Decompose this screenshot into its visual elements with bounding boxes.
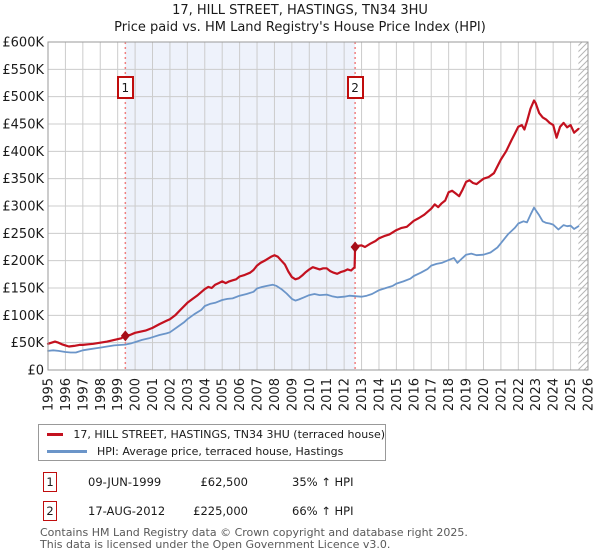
transaction-2-price: £225,000: [193, 504, 248, 518]
svg-text:2026: 2026: [582, 378, 597, 411]
transaction-2-marker: 2: [43, 501, 57, 521]
page-subtitle: Price paid vs. HM Land Registry's House …: [114, 20, 486, 35]
svg-text:£250K: £250K: [2, 227, 44, 242]
footer-line-2: This data is licensed under the Open Gov…: [40, 537, 391, 551]
price-history-chart: £0 £50K £100K £150K £200K £250K £300K £350K £400…: [2, 36, 597, 412]
svg-text:£50K: £50K: [11, 336, 45, 351]
svg-text:2013: 2013: [355, 378, 370, 411]
svg-text:1995: 1995: [42, 378, 57, 411]
legend-row-price-paid: 17, HILL STREET, HASTINGS, TN34 3HU (ter…: [47, 426, 385, 443]
svg-text:2014: 2014: [372, 378, 387, 411]
transaction-row-1: 1 09-JUN-1999 £62,500 35% ↑ HPI: [0, 472, 600, 494]
svg-text:£350K: £350K: [2, 172, 44, 187]
svg-text:2011: 2011: [320, 378, 335, 411]
svg-text:£400K: £400K: [2, 145, 44, 160]
price-paid-line-swatch: [47, 432, 64, 436]
svg-text:2024: 2024: [547, 378, 562, 411]
svg-text:2021: 2021: [494, 378, 509, 411]
svg-text:1997: 1997: [76, 378, 91, 411]
svg-text:1998: 1998: [94, 378, 109, 411]
legend-label-hpi: HPI: Average price, terraced house, Hast…: [97, 444, 344, 458]
svg-text:£100K: £100K: [2, 309, 44, 324]
svg-text:£300K: £300K: [2, 200, 44, 215]
transaction-2-hpi-delta: 66% ↑ HPI: [292, 504, 354, 518]
transaction-row-2: 2 17-AUG-2012 £225,000 66% ↑ HPI: [0, 501, 600, 523]
svg-text:2015: 2015: [390, 378, 405, 411]
sale-marker-1: 1: [116, 76, 134, 99]
svg-text:2012: 2012: [338, 378, 353, 411]
svg-text:£600K: £600K: [2, 36, 44, 51]
svg-text:2002: 2002: [163, 378, 178, 411]
legend-label-price-paid: 17, HILL STREET, HASTINGS, TN34 3HU (ter…: [73, 427, 385, 441]
svg-text:£200K: £200K: [2, 254, 44, 269]
svg-text:2009: 2009: [285, 378, 300, 411]
svg-text:2019: 2019: [460, 378, 475, 411]
x-axis-labels: 1995 1996 1997 1998 1999 2000 2001 2002 2003 2004…: [42, 378, 597, 411]
svg-text:2020: 2020: [477, 378, 492, 411]
svg-text:2008: 2008: [268, 378, 283, 411]
svg-text:2010: 2010: [303, 378, 318, 411]
hpi-line-swatch: [47, 449, 87, 453]
svg-text:1999: 1999: [111, 378, 126, 411]
legend-row-hpi: HPI: Average price, terraced house, Hast…: [47, 443, 385, 460]
transaction-2-date: 17-AUG-2012: [88, 504, 166, 518]
page-title: 17, HILL STREET, HASTINGS, TN34 3HU: [172, 3, 428, 18]
future-hatch-band: [578, 42, 588, 370]
plot-border: [47, 41, 589, 371]
transaction-1-date: 09-JUN-1999: [88, 475, 162, 489]
svg-text:£450K: £450K: [2, 118, 44, 133]
svg-text:2004: 2004: [198, 378, 213, 411]
svg-text:2000: 2000: [129, 378, 144, 411]
svg-text:2017: 2017: [425, 378, 440, 411]
svg-text:2022: 2022: [512, 378, 527, 411]
sale-1-diamond: [120, 330, 130, 342]
y-axis-labels: £0 £50K £100K £150K £200K £250K £300K £350K £400…: [2, 36, 44, 379]
svg-text:£550K: £550K: [2, 63, 44, 78]
svg-text:2016: 2016: [407, 378, 422, 411]
chart-legend: 17, HILL STREET, HASTINGS, TN34 3HU (ter…: [38, 424, 386, 461]
svg-text:£0: £0: [27, 364, 44, 379]
price-paid-series: [46, 99, 580, 348]
svg-text:2018: 2018: [442, 378, 457, 411]
svg-text:2023: 2023: [529, 378, 544, 411]
svg-text:£500K: £500K: [2, 90, 44, 105]
hpi-series: [47, 206, 580, 354]
transaction-1-marker: 1: [43, 472, 57, 492]
svg-text:2001: 2001: [146, 378, 161, 411]
svg-text:2006: 2006: [233, 378, 248, 411]
transaction-1-hpi-delta: 35% ↑ HPI: [292, 475, 354, 489]
svg-text:2007: 2007: [251, 378, 266, 411]
sale-2-diamond: [350, 241, 360, 253]
footer-line-1: Contains HM Land Registry data © Crown c…: [40, 526, 468, 539]
svg-text:1996: 1996: [59, 378, 74, 411]
sale-marker-2: 2: [346, 76, 364, 99]
license-footer: Contains HM Land Registry data © Crown c…: [40, 527, 580, 550]
svg-text:2005: 2005: [216, 378, 231, 411]
svg-text:2025: 2025: [564, 378, 579, 411]
svg-text:2003: 2003: [181, 378, 196, 411]
svg-text:£150K: £150K: [2, 282, 44, 297]
transaction-1-price: £62,500: [200, 475, 248, 489]
